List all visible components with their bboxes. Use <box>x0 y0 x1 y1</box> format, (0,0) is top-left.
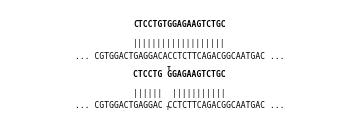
Text: ... CGTGGACTGAGGACACCTCTTCAGACGGCAATGAC ...: ... CGTGGACTGAGGACACCTCTTCAGACGGCAATGAC … <box>75 52 284 61</box>
Text: T: T <box>166 106 170 111</box>
Text: T: T <box>166 66 170 71</box>
Text: CTCCTGTGGAGAAGTCTGC: CTCCTGTGGAGAAGTCTGC <box>133 20 226 29</box>
Text: ... CGTGGACTGAGGAC CCTCTTCAGACGGCAATGAC ...: ... CGTGGACTGAGGAC CCTCTTCAGACGGCAATGAC … <box>75 101 284 110</box>
Text: |||||||||||||||||||: ||||||||||||||||||| <box>133 39 226 48</box>
Text: ||||||  |||||||||||: |||||| ||||||||||| <box>133 89 226 98</box>
Text: CTCCTG GGAGAAGTCTGC: CTCCTG GGAGAAGTCTGC <box>133 70 226 79</box>
